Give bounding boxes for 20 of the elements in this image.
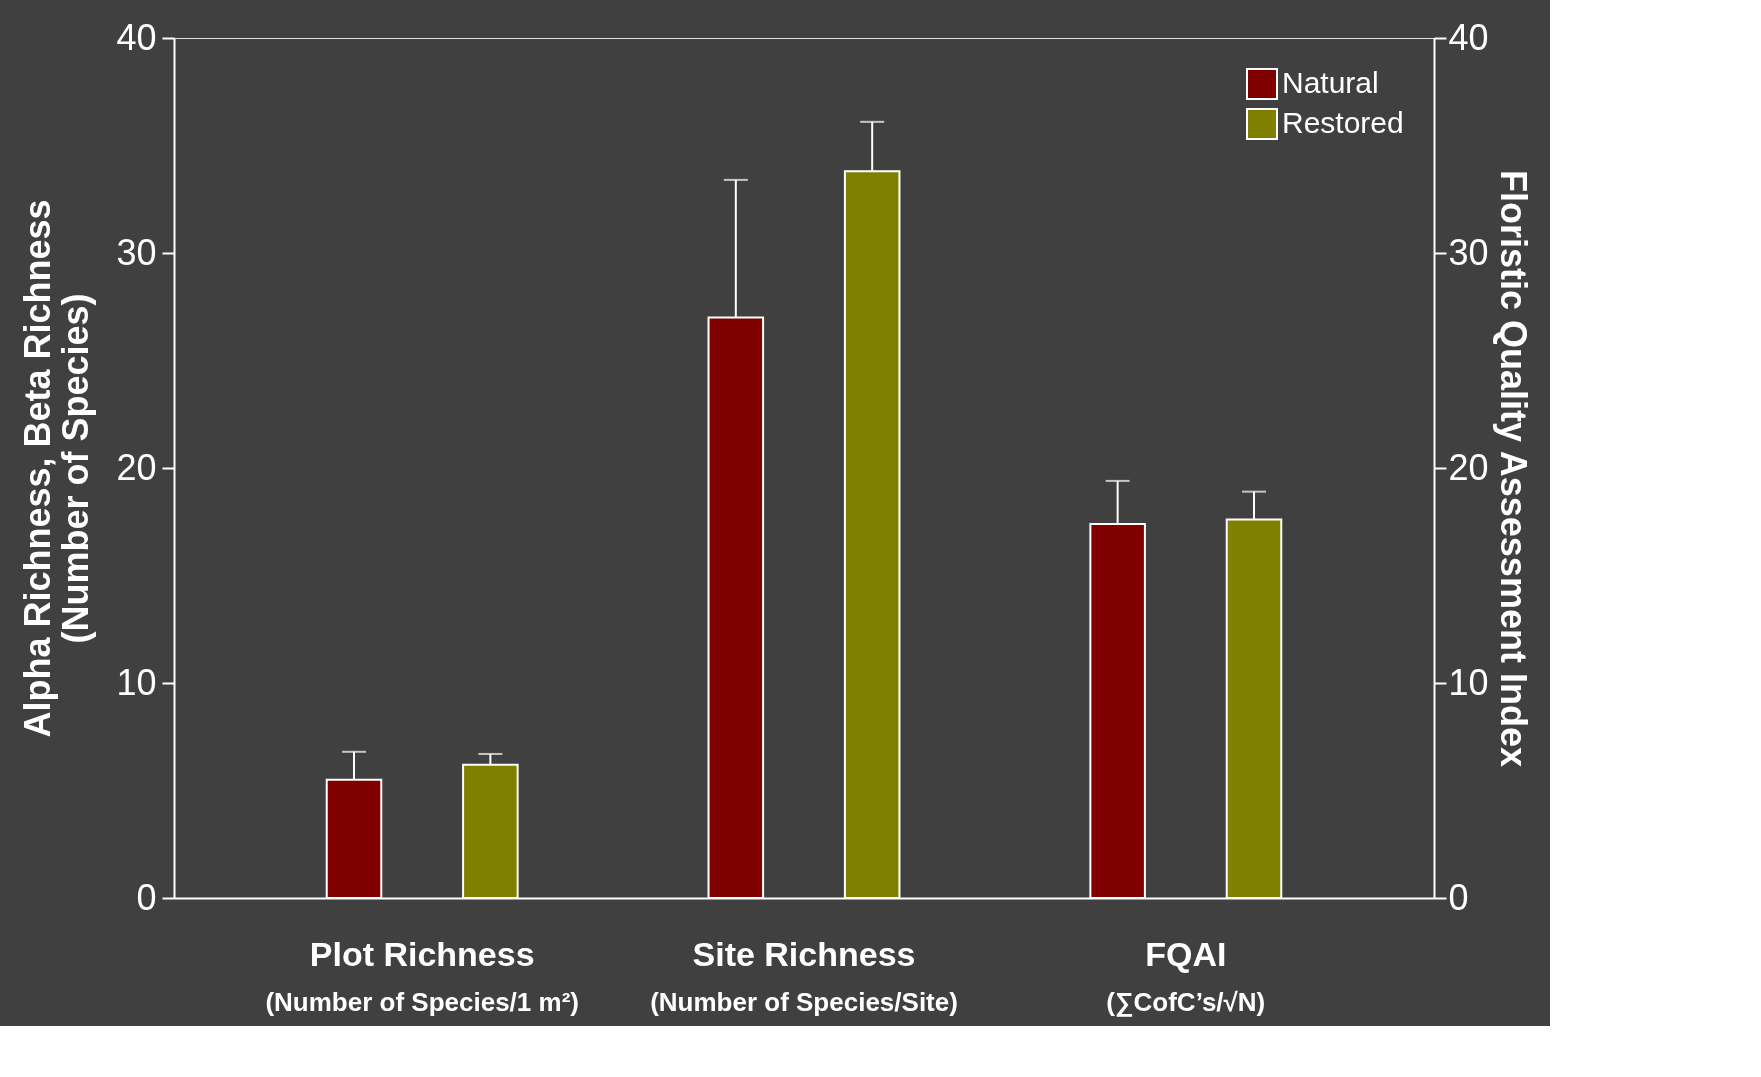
y2-tick-label: 20 bbox=[1448, 446, 1489, 488]
y-tick-label: 30 bbox=[116, 231, 157, 273]
x-tick-label: FQAI bbox=[1145, 934, 1227, 973]
text: (Number of Species/Site) bbox=[650, 987, 958, 1017]
legend-label: Natural bbox=[1282, 66, 1379, 99]
text: (∑CofC’s/√N) bbox=[1106, 987, 1266, 1017]
y-tick-label: 10 bbox=[116, 661, 157, 703]
y2-tick-label: 10 bbox=[1448, 661, 1489, 703]
text: (Number of Species/1 m²) bbox=[265, 987, 579, 1017]
y2-tick-label: 30 bbox=[1448, 231, 1489, 273]
y2-tick-label: 40 bbox=[1448, 16, 1489, 58]
y2-tick-label: 0 bbox=[1448, 876, 1469, 918]
y2-axis-title: Floristic Quality Assessment Index bbox=[1492, 170, 1534, 767]
y-tick-label: 0 bbox=[136, 876, 157, 918]
y-tick-label: 40 bbox=[116, 16, 157, 58]
y-tick-label: 20 bbox=[116, 446, 157, 488]
x-tick-label: Plot Richness bbox=[309, 934, 535, 973]
x-tick-label: Site Richness bbox=[692, 934, 916, 973]
y-axis-title: Alpha Richness, Beta Richness (Number of Species) bbox=[17, 199, 97, 738]
legend-label: Restored bbox=[1282, 106, 1404, 139]
